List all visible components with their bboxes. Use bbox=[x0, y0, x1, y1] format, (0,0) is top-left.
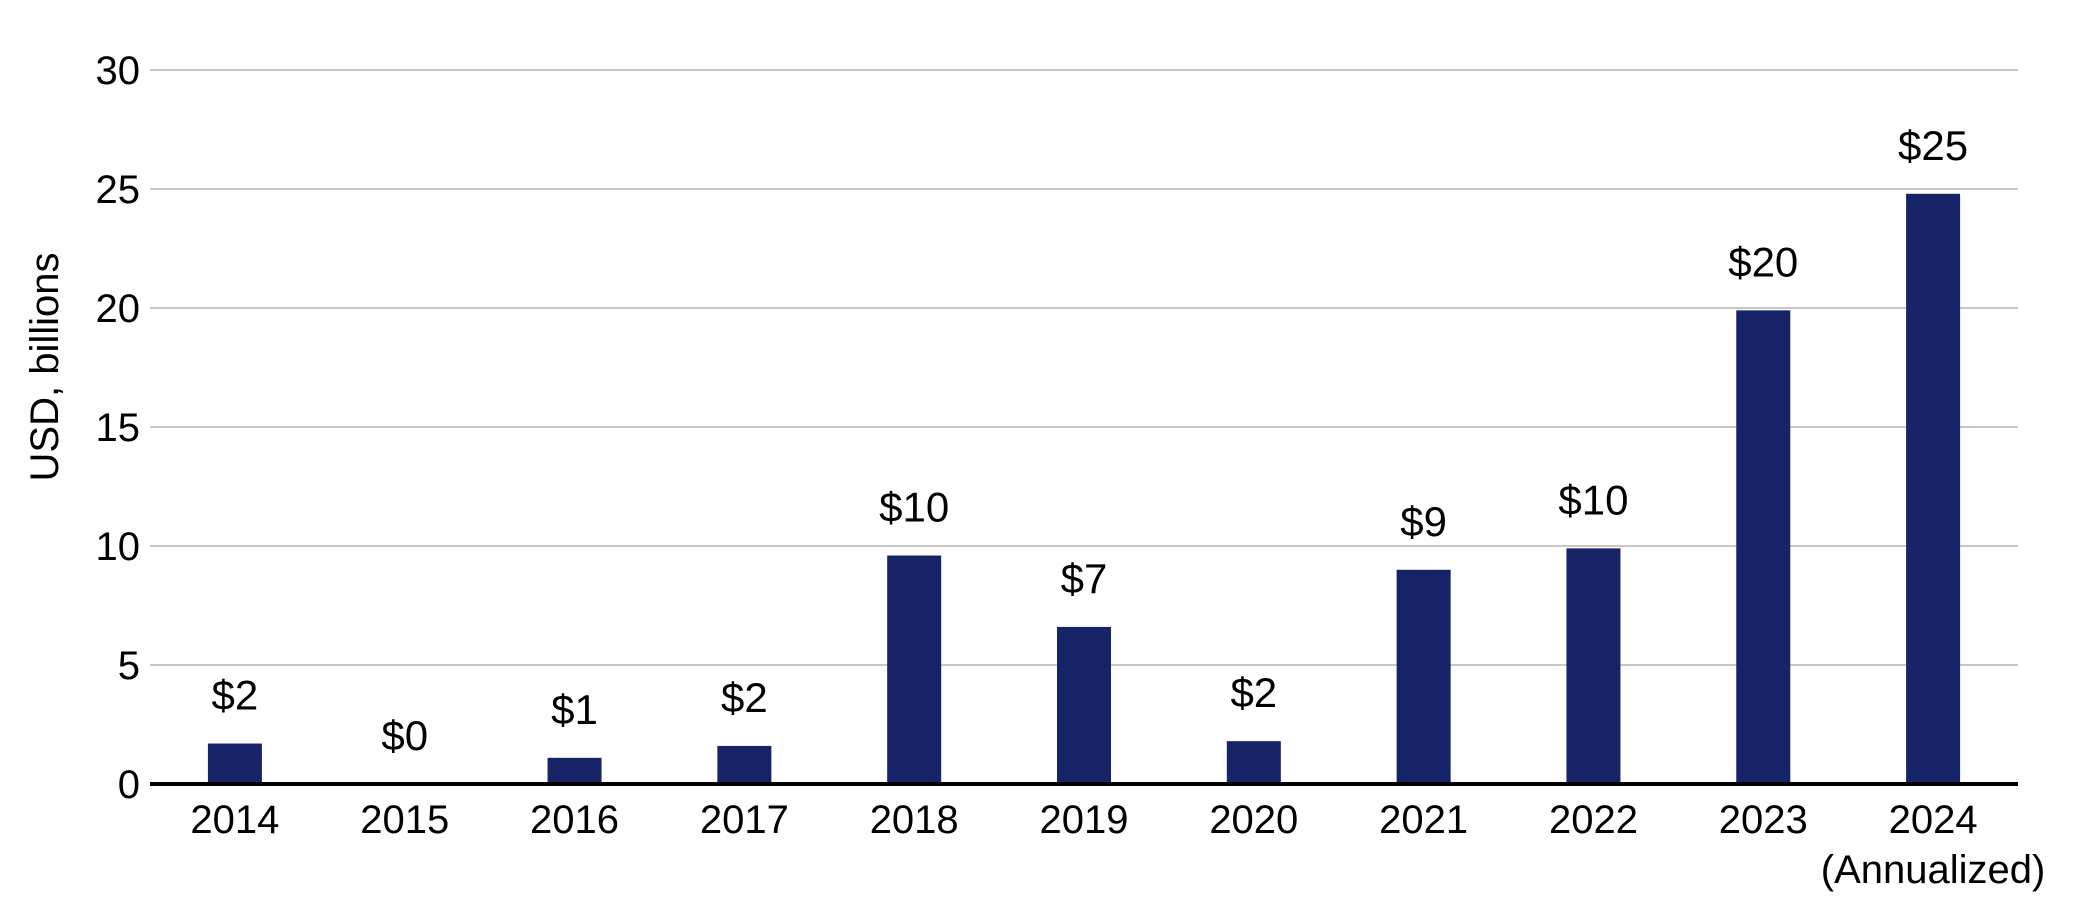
x-axis-ticks: 2014 2015 2016 2017 2018 2019 2020 2021 2022 2023… bbox=[190, 798, 2045, 892]
bars bbox=[207, 193, 1961, 784]
x-tick-label: 2015 bbox=[360, 798, 449, 842]
x-tick-label: 2023 bbox=[1719, 798, 1808, 842]
y-tick-label: 0 bbox=[118, 763, 140, 807]
data-label: $1 bbox=[551, 686, 598, 733]
x-tick-label: 2018 bbox=[870, 798, 959, 842]
y-tick-label: 5 bbox=[118, 644, 140, 688]
bar-2014 bbox=[207, 743, 262, 784]
data-labels: $2 $0 $1 $2 $10 $7 $2 $9 $10 $20 $25 bbox=[212, 122, 1969, 759]
data-label: $20 bbox=[1728, 238, 1798, 285]
y-axis-title: USD, billions bbox=[23, 253, 67, 482]
gridlines bbox=[150, 69, 2018, 666]
bar-2016 bbox=[547, 757, 602, 784]
data-label: $25 bbox=[1898, 122, 1968, 169]
bar-2017 bbox=[717, 745, 772, 784]
y-axis-ticks: 0 5 10 15 20 25 30 bbox=[96, 49, 141, 807]
data-label: $0 bbox=[381, 712, 428, 759]
y-tick-label: 25 bbox=[96, 168, 141, 212]
bar-2024 bbox=[1906, 193, 1961, 784]
x-tick-label: 2024 bbox=[1889, 798, 1978, 842]
x-tick-label: 2017 bbox=[700, 798, 789, 842]
data-label: $10 bbox=[879, 484, 949, 531]
y-tick-label: 30 bbox=[96, 49, 141, 93]
bar-2018 bbox=[887, 555, 942, 784]
data-label: $7 bbox=[1061, 555, 1108, 602]
x-tick-label: 2022 bbox=[1549, 798, 1638, 842]
data-label: $10 bbox=[1558, 476, 1628, 523]
data-label: $9 bbox=[1400, 498, 1447, 545]
bar-2021 bbox=[1396, 569, 1451, 784]
x-tick-sublabel: (Annualized) bbox=[1821, 848, 2046, 892]
y-tick-label: 15 bbox=[96, 406, 141, 450]
y-tick-label: 10 bbox=[96, 525, 141, 569]
x-tick-label: 2020 bbox=[1209, 798, 1298, 842]
data-label: $2 bbox=[1230, 669, 1277, 716]
data-label: $2 bbox=[212, 672, 259, 719]
y-tick-label: 20 bbox=[96, 287, 141, 331]
x-tick-label: 2014 bbox=[190, 798, 279, 842]
x-tick-label: 2019 bbox=[1040, 798, 1129, 842]
bar-2022 bbox=[1566, 548, 1621, 784]
x-tick-label: 2021 bbox=[1379, 798, 1468, 842]
bar-2019 bbox=[1057, 626, 1111, 784]
bar-2023 bbox=[1736, 310, 1791, 784]
data-label: $2 bbox=[721, 674, 768, 721]
x-tick-label: 2016 bbox=[530, 798, 619, 842]
bar-2020 bbox=[1226, 741, 1281, 784]
